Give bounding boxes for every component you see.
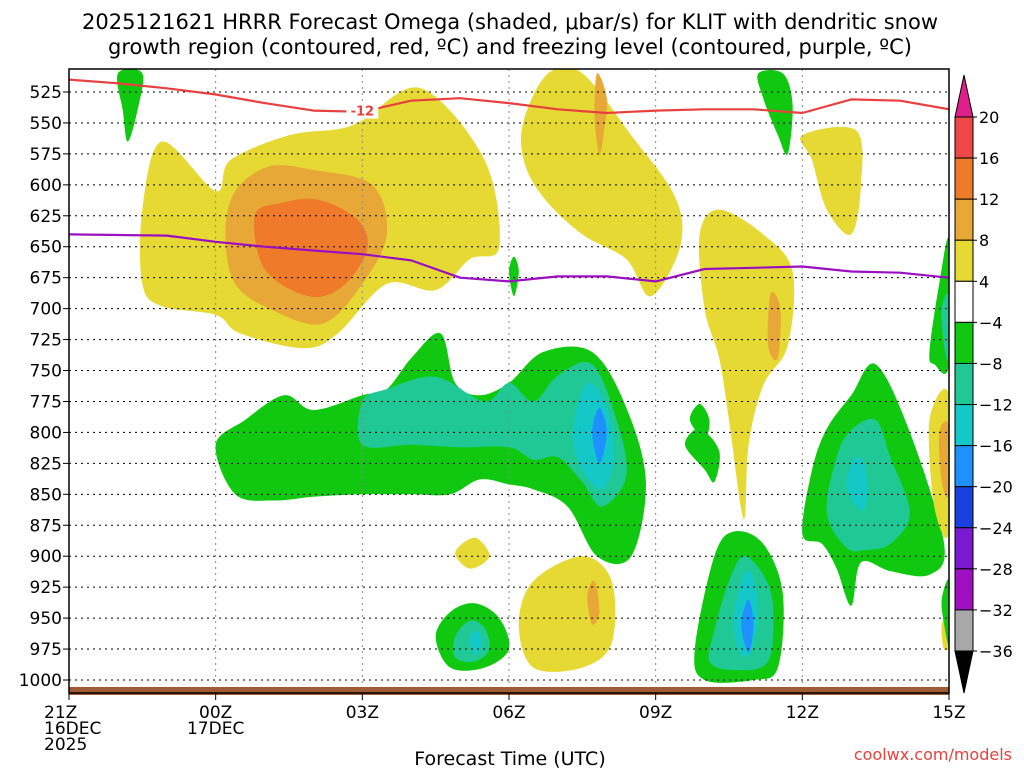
omega-region-35 bbox=[938, 421, 949, 498]
colorbar: 20 16 12 8 4 −4 −8 −12 −16 −20 −24 −28 −32 −36 bbox=[954, 74, 1013, 694]
y-tick-label-950: 950 bbox=[30, 609, 62, 629]
omega-region-33 bbox=[941, 579, 949, 645]
colorbar-tick-label-11: −28 bbox=[979, 560, 1013, 579]
omega-region-10 bbox=[455, 537, 490, 569]
y-tick-label-925: 925 bbox=[30, 578, 62, 598]
terrain-ground bbox=[69, 687, 949, 695]
colorbar-bin-12 bbox=[954, 609, 974, 652]
colorbar-top-arrow bbox=[954, 74, 974, 118]
y-tick-label-750: 750 bbox=[30, 362, 62, 382]
omega-region-7 bbox=[800, 126, 863, 236]
y-tick-label-900: 900 bbox=[30, 547, 62, 567]
y-tick-label-700: 700 bbox=[30, 300, 62, 320]
omega-region-9 bbox=[587, 580, 600, 625]
omega-region-30 bbox=[689, 403, 710, 439]
omega-region-32 bbox=[941, 293, 949, 361]
colorbar-bin-3 bbox=[954, 239, 974, 282]
vertical-gridlines bbox=[215, 69, 803, 693]
y-tick-label-850: 850 bbox=[30, 485, 62, 505]
omega-region-28 bbox=[757, 69, 793, 155]
colorbar-tick-label-0: 20 bbox=[979, 108, 999, 127]
y-tick-label-800: 800 bbox=[30, 423, 62, 443]
colorbar-bin-10 bbox=[954, 527, 974, 570]
x-tick-label-3-0: 06Z bbox=[492, 703, 525, 723]
omega-region-16 bbox=[684, 428, 720, 483]
credit-text: coolwx.com/models bbox=[854, 745, 1012, 764]
colorbar-tick-label-3: 8 bbox=[979, 231, 989, 250]
x-axis-label: Forecast Time (UTC) bbox=[414, 748, 605, 768]
y-tick-label-550: 550 bbox=[30, 114, 62, 134]
y-tick-label-825: 825 bbox=[30, 454, 62, 474]
omega-shading bbox=[117, 69, 949, 683]
freezing-level-contour bbox=[69, 233, 949, 283]
colorbar-bin-4 bbox=[954, 280, 974, 323]
x-tick-label-2-0: 03Z bbox=[346, 703, 379, 723]
colorbar-tick-label-1: 16 bbox=[979, 149, 999, 168]
colorbar-bin-9 bbox=[954, 486, 974, 529]
y-tick-label-650: 650 bbox=[30, 238, 62, 258]
omega-region-27 bbox=[117, 69, 144, 142]
x-tick-label-0-1: 16DEC bbox=[44, 719, 101, 739]
y-tick-label-975: 975 bbox=[30, 640, 62, 660]
y-tick-label-725: 725 bbox=[30, 331, 62, 351]
colorbar-bin-1 bbox=[954, 157, 974, 200]
colorbar-tick-label-2: 12 bbox=[979, 190, 999, 209]
omega-region-18 bbox=[826, 418, 910, 552]
colorbar-bin-8 bbox=[954, 445, 974, 488]
y-tick-label-1000: 1000 bbox=[19, 671, 62, 691]
colorbar-tick-label-5: −4 bbox=[979, 313, 1003, 332]
contour-label-bg bbox=[346, 101, 379, 119]
omega-region-12 bbox=[215, 332, 646, 565]
plot-area: -12 bbox=[68, 68, 950, 695]
chart-title-line2: growth region (contoured, red, ºC) and f… bbox=[108, 35, 912, 59]
y-axis: 525 550 575 600 625 650 675 700 725 750 775 800 825 8… bbox=[19, 83, 69, 691]
colorbar-bin-6 bbox=[954, 362, 974, 406]
colorbar-tick-label-4: 4 bbox=[979, 272, 989, 291]
y-tick-label-875: 875 bbox=[30, 516, 62, 536]
x-tick-label-0-2: 2025 bbox=[44, 735, 87, 755]
omega-region-29 bbox=[509, 256, 519, 297]
omega-region-19 bbox=[846, 456, 868, 511]
colorbar-tick-label-6: −8 bbox=[979, 354, 1003, 373]
omega-region-6 bbox=[767, 291, 781, 361]
omega-region-2 bbox=[253, 198, 368, 298]
colorbar-tick-label-7: −12 bbox=[979, 396, 1013, 415]
x-tick-label-1-1: 17DEC bbox=[187, 719, 244, 739]
y-tick-label-775: 775 bbox=[30, 392, 62, 412]
x-tick-label-0-0: 21Z bbox=[44, 703, 77, 723]
colorbar-tick-label-12: −32 bbox=[979, 601, 1013, 620]
x-tick-label-4-0: 09Z bbox=[639, 703, 672, 723]
x-tick-label-1-0: 00Z bbox=[199, 703, 232, 723]
y-tick-label-675: 675 bbox=[30, 269, 62, 289]
colorbar-bottom-arrow bbox=[954, 650, 974, 694]
chart-title-line1: 2025121621 HRRR Forecast Omega (shaded, … bbox=[82, 10, 938, 34]
x-tick-label-6-0: 15Z bbox=[932, 703, 965, 723]
y-tick-label-525: 525 bbox=[30, 83, 62, 103]
omega-region-15 bbox=[592, 407, 607, 464]
colorbar-tick-label-9: −20 bbox=[979, 478, 1013, 497]
x-tick-label-5-0: 12Z bbox=[786, 703, 819, 723]
colorbar-bin-5 bbox=[954, 321, 974, 364]
y-tick-label-625: 625 bbox=[30, 207, 62, 227]
y-tick-label-575: 575 bbox=[30, 145, 62, 165]
y-tick-label-600: 600 bbox=[30, 176, 62, 196]
omega-region-5 bbox=[698, 209, 795, 520]
contour-label: -12 bbox=[351, 105, 375, 120]
colorbar-bin-2 bbox=[954, 198, 974, 241]
colorbar-tick-label-8: −16 bbox=[979, 437, 1013, 456]
colorbar-bin-7 bbox=[954, 404, 974, 447]
colorbar-bin-11 bbox=[954, 568, 974, 611]
dgz-minus12-contour bbox=[69, 78, 949, 115]
contour-lines: -12 bbox=[69, 78, 949, 283]
colorbar-bin-0 bbox=[954, 116, 974, 159]
omega-region-3 bbox=[520, 69, 683, 297]
colorbar-tick-label-10: −24 bbox=[979, 519, 1013, 538]
omega-region-23 bbox=[741, 599, 754, 653]
omega-region-13 bbox=[357, 362, 627, 507]
colorbar-tick-label-13: −36 bbox=[979, 642, 1013, 661]
